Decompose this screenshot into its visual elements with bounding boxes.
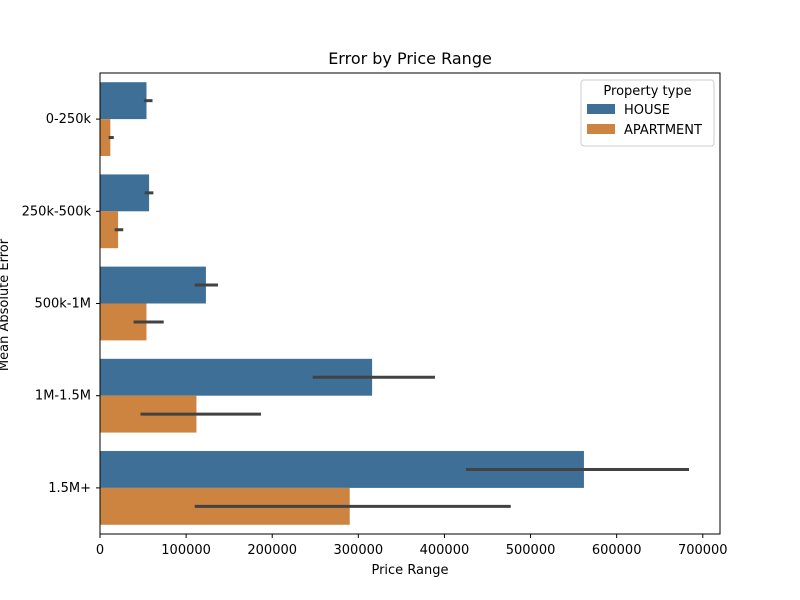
legend-swatch-apartment [587,124,615,134]
y-tick-label-3: 1M-1.5M [35,389,91,404]
y-tick-label-4: 1.5M+ [48,481,91,496]
x-tick-label-1: 100000 [161,543,211,558]
y-tick-label-2: 500k-1M [34,297,91,312]
x-tick-label-2: 200000 [247,543,297,558]
bar-apartment-1 [100,211,119,249]
legend-label-house: HOUSE [624,103,670,118]
x-tick-label-5: 500000 [506,543,556,558]
x-tick-label-4: 400000 [420,543,470,558]
x-axis-label: Price Range [371,563,448,578]
legend-swatch-house [587,104,615,114]
legend-title: Property type [603,84,691,99]
bar-house-1 [100,174,150,212]
bar-house-2 [100,266,206,304]
y-axis-label: Mean Absolute Error [0,238,12,371]
legend: Property type HOUSE APARTMENT [580,79,715,147]
bar-apartment-0 [100,119,111,156]
bar-house-0 [100,82,147,120]
x-tick-label-7: 700000 [678,543,728,558]
y-tick-label-0: 0-250k [46,112,92,127]
chart-title: Error by Price Range [328,49,492,68]
y-tick-label-1: 250k-500k [22,204,92,219]
x-tick-label-6: 600000 [592,543,642,558]
legend-label-apartment: APARTMENT [624,123,702,138]
x-tick-label-0: 0 [96,543,104,558]
x-tick-label-3: 300000 [334,543,384,558]
plot-area: 0-250k 250k-500k 500k-1M 1M-1.5M 1.5M+ 0 10000… [22,72,728,558]
